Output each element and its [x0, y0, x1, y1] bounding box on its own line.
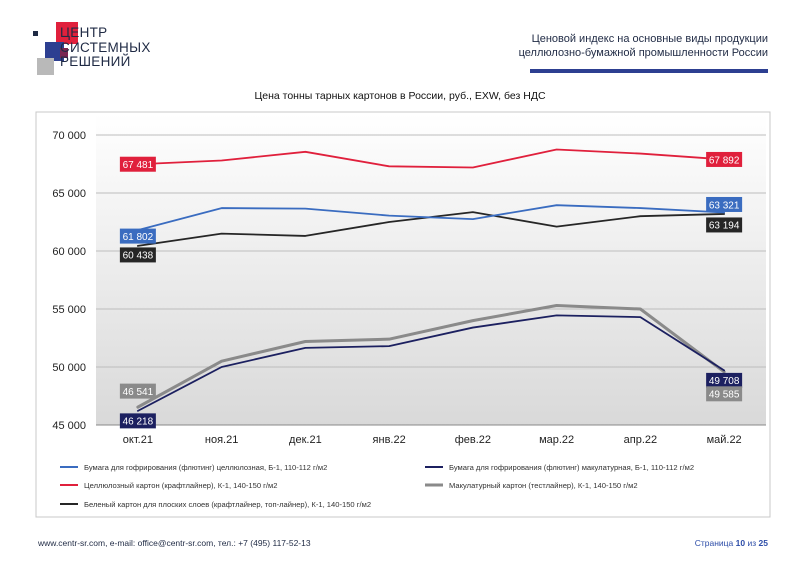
data-label: 60 438	[123, 251, 154, 262]
data-label-box	[119, 247, 156, 263]
data-label: 49 708	[709, 376, 740, 387]
data-label-box	[706, 151, 743, 167]
report-title: Ценовой индекс на основные виды продукци…	[518, 33, 768, 59]
series-line	[136, 304, 726, 409]
data-label: 61 802	[123, 232, 154, 243]
data-label: 46 541	[123, 387, 154, 398]
legend-entry: Бумага для гофрирования (флютинг) целлюл…	[84, 463, 327, 472]
y-tick-label: 55 000	[52, 304, 86, 316]
data-label: 46 218	[123, 417, 154, 428]
x-tick-label: фев.22	[455, 434, 491, 446]
series-line	[136, 204, 726, 231]
data-label-box	[706, 372, 743, 388]
plot-area	[96, 114, 766, 425]
y-tick-label: 60 000	[52, 246, 86, 258]
data-label: 67 892	[709, 155, 740, 166]
legend-entry: Макулатурный картон (тестлайнер), К-1, 1…	[449, 481, 638, 490]
x-tick-label: мар.22	[539, 434, 574, 446]
y-tick-label: 45 000	[52, 420, 86, 432]
data-label-box	[119, 156, 156, 172]
legend-entry: Целлюлозный картон (крафтлайнер), К-1, 1…	[84, 481, 277, 490]
x-tick-label: ноя.21	[205, 434, 238, 446]
header-rule	[530, 69, 768, 73]
chart-title: Цена тонны тарных картонов в России, руб…	[254, 90, 546, 102]
data-label-box	[706, 217, 743, 233]
y-tick-label: 65 000	[52, 188, 86, 200]
series-line	[136, 314, 726, 412]
x-tick-label: янв.22	[373, 434, 406, 446]
legend-entry: Беленый картон для плоских слоев (крафтл…	[84, 500, 371, 509]
page-indicator: Страница 10 из 25	[694, 538, 768, 548]
legend-entry: Бумага для гофрирования (флютинг) макула…	[449, 463, 694, 472]
price-chart: 45 000 50 000 55 000 60 000 65 000 70 000 окт…	[35, 111, 771, 518]
data-label-box	[706, 196, 743, 212]
company-logo	[33, 22, 78, 75]
data-label: 49 585	[709, 390, 740, 401]
data-label-box	[119, 228, 156, 244]
footer-contacts: www.centr-sr.com, e-mail: office@centr-s…	[38, 538, 311, 548]
data-label: 63 321	[709, 200, 740, 211]
x-tick-label: окт.21	[123, 434, 153, 446]
x-tick-label: май.22	[707, 434, 742, 446]
x-tick-label: дек.21	[289, 434, 322, 446]
y-tick-label: 70 000	[52, 130, 86, 142]
y-tick-label: 50 000	[52, 362, 86, 374]
series-line	[136, 148, 726, 169]
data-label-box	[119, 383, 156, 399]
data-label: 67 481	[123, 160, 154, 171]
data-label-box	[119, 413, 156, 429]
data-label: 63 194	[709, 221, 740, 232]
x-tick-label: апр.22	[624, 434, 657, 446]
data-label-box	[706, 386, 743, 402]
logo-wordmark: ЦЕНТР СИСТЕМНЫХ РЕШЕНИЙ	[60, 25, 151, 69]
